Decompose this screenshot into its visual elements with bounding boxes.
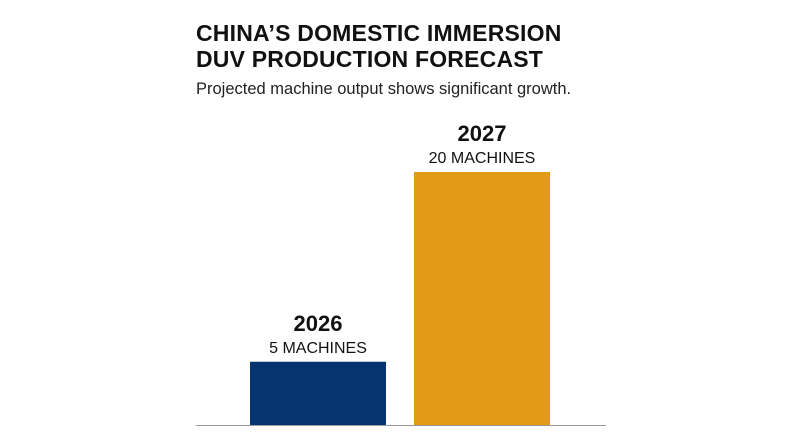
chart-title-line-2: DUV PRODUCTION FORECAST (196, 46, 544, 72)
chart-title-line-1: CHINA’S DOMESTIC IMMERSION (196, 20, 562, 46)
bar-2026 (250, 361, 386, 425)
chart-subtitle: Projected machine output shows significa… (196, 80, 572, 98)
bar-2027 (414, 172, 550, 425)
bar-year-label-2027: 2027 (458, 121, 507, 146)
chart-title: CHINA’S DOMESTIC IMMERSION DUV PRODUCTIO… (196, 20, 616, 72)
bar-value-label-2026: 5 MACHINES (269, 340, 367, 357)
bar-year-label-2026: 2026 (294, 311, 343, 336)
bar-value-label-2027: 20 MACHINES (429, 150, 536, 167)
